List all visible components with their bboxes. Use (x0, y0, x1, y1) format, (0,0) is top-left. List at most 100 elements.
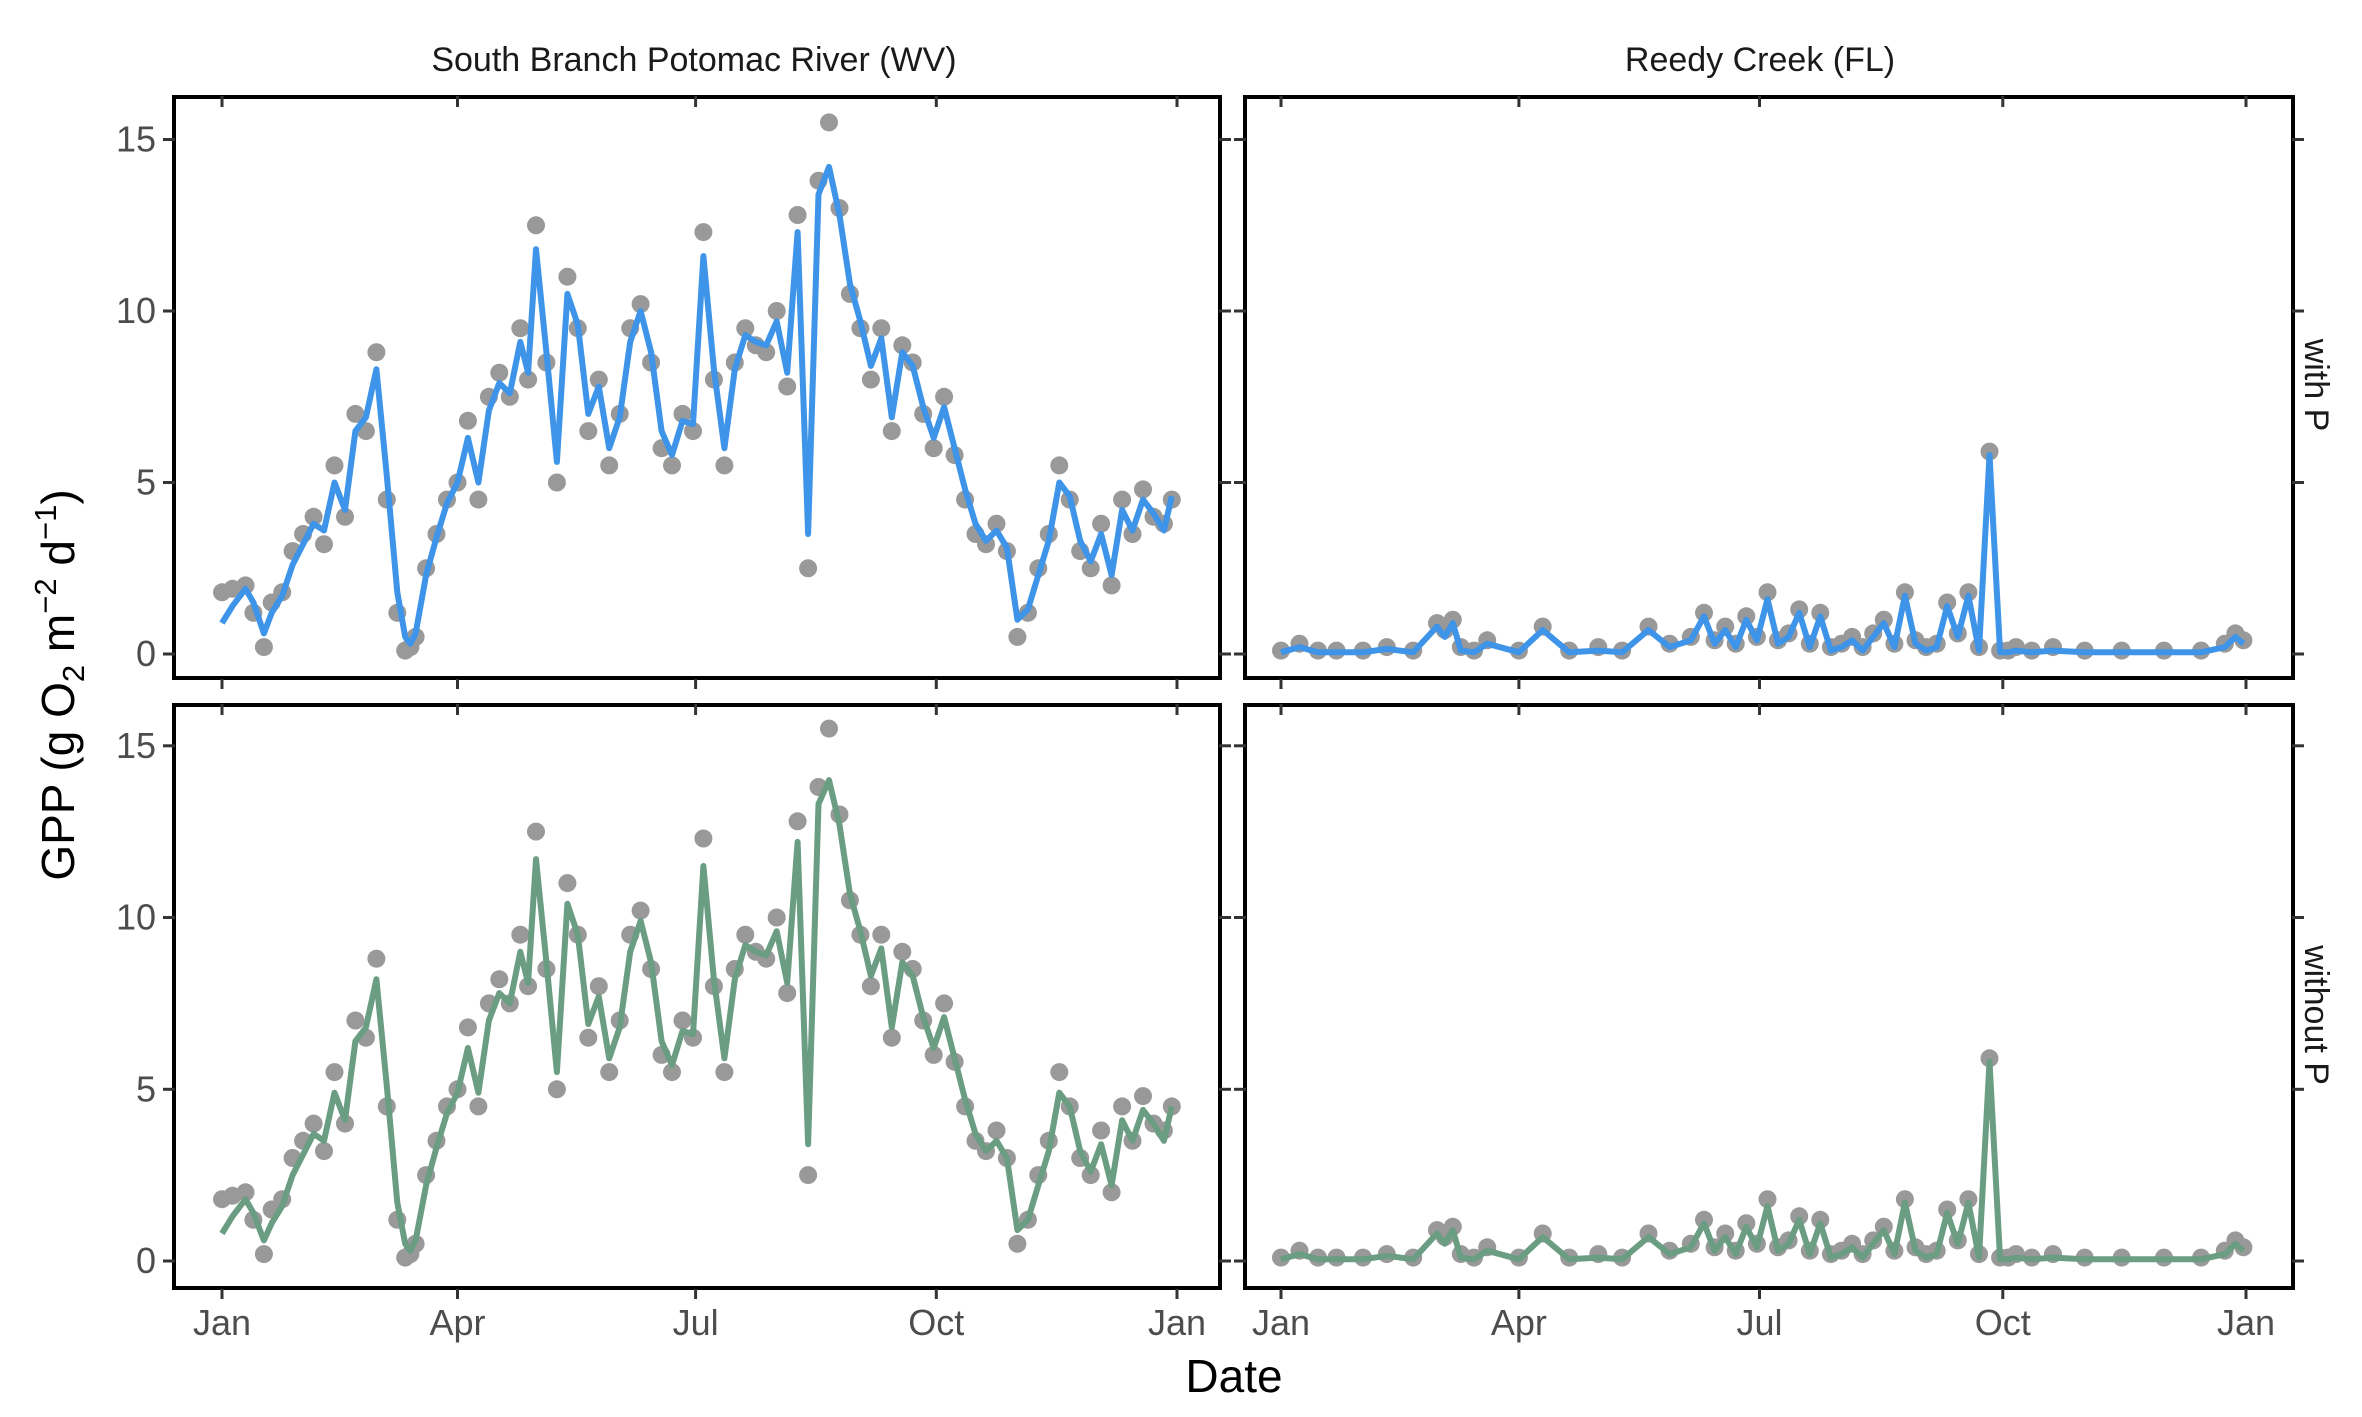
x-tick-label: Apr (1491, 1302, 1547, 1343)
observed-point (663, 456, 681, 475)
observed-point (1102, 1183, 1121, 1202)
observed-point (631, 901, 650, 920)
y-tick-label: 0 (136, 633, 156, 674)
observed-point (872, 319, 891, 338)
observed-point (315, 1142, 333, 1161)
observed-point (519, 370, 538, 389)
observed-point (547, 473, 566, 492)
observed-point (1980, 1049, 1999, 1068)
model-line-without-p (219, 777, 1175, 1254)
observed-point (924, 439, 943, 458)
observed-point (469, 490, 488, 509)
observed-point (458, 1018, 477, 1037)
observed-point (1050, 456, 1069, 475)
observed-point (1081, 559, 1100, 578)
observed-point (935, 994, 954, 1013)
observed-point (1008, 627, 1027, 646)
x-tick-label: Jul (1736, 1302, 1782, 1343)
observed-point (799, 1166, 818, 1185)
x-tick-label: Oct (908, 1302, 964, 1343)
observed-point (987, 514, 1006, 533)
observed-point (893, 336, 912, 355)
observed-point (935, 387, 954, 406)
observed-point (1959, 583, 1978, 602)
panel-reedy-creek-with-p (1234, 95, 2304, 689)
observed-point (663, 1063, 681, 1082)
observed-point (1790, 1207, 1809, 1226)
x-tick-label: Jul (673, 1302, 719, 1343)
observed-point (694, 223, 713, 242)
x-tick-label: Jan (2217, 1302, 2275, 1343)
model-line-with-p (1280, 452, 2246, 656)
observed-point (757, 343, 776, 362)
observed-point (558, 874, 577, 893)
observed-point (736, 319, 755, 338)
panel-border (1243, 703, 2295, 1290)
observed-point (1123, 525, 1142, 543)
y-tick-label: 15 (116, 119, 156, 160)
observed-point (1895, 583, 1914, 602)
strip-label-reedy-creek: Reedy Creek (FL) (1625, 41, 1895, 79)
observed-point (924, 1045, 943, 1064)
observed-point (527, 216, 545, 235)
observed-point (1938, 593, 1957, 612)
observed-point (987, 1121, 1006, 1140)
x-tick-label: Jan (193, 1302, 251, 1343)
x-tick-label: Jan (1148, 1302, 1206, 1343)
observed-point (1980, 442, 1999, 461)
observed-point (1695, 603, 1713, 622)
y-tick-label: 10 (116, 897, 156, 938)
observed-point (1008, 1234, 1027, 1253)
observed-point (1113, 1097, 1132, 1116)
observed-point (861, 977, 880, 996)
observed-point (254, 638, 273, 657)
observed-point (1695, 1210, 1713, 1229)
observed-point (579, 422, 598, 441)
observed-point (736, 925, 755, 944)
y-axis-title: GPP (g O2 m−2 d−1) (28, 489, 91, 880)
observed-point (882, 1028, 901, 1047)
observed-point (1938, 1200, 1957, 1219)
observed-point (304, 507, 323, 526)
observed-point (236, 1183, 255, 1202)
model-line-without-p (1280, 1058, 2246, 1263)
observed-point (346, 404, 365, 423)
observed-point (1443, 1217, 1462, 1236)
observed-point (1758, 1190, 1777, 1209)
observed-point (254, 1245, 273, 1264)
observed-point (799, 559, 818, 578)
x-tick-label: Apr (429, 1302, 485, 1343)
observed-point (325, 1063, 344, 1082)
observed-point (715, 1063, 734, 1082)
panel-south-branch-without-p: 0 5 10 15 Jan Apr Jul Oct Jan (116, 703, 1231, 1343)
observed-point (861, 370, 880, 389)
observed-point (519, 977, 538, 996)
observed-point (1443, 610, 1462, 629)
panel-south-branch-with-p: 0 5 10 15 (116, 95, 1231, 689)
observed-point (893, 942, 912, 961)
observed-point (527, 822, 545, 841)
observed-point (820, 719, 838, 738)
observed-point (1811, 603, 1830, 622)
panel-border (1243, 95, 2295, 680)
observed-point (1134, 1087, 1152, 1106)
y-tick-label: 0 (136, 1240, 156, 1281)
observed-point (715, 456, 734, 475)
observed-point (1081, 1166, 1100, 1185)
observed-point (1758, 583, 1777, 602)
x-axis-title: Date (1185, 1350, 1282, 1402)
observed-point (1102, 576, 1121, 595)
panel-reedy-creek-without-p: Jan Apr Jul Oct Jan (1234, 703, 2304, 1343)
observed-point (1113, 490, 1132, 509)
observed-point (1737, 607, 1756, 626)
observed-point (767, 908, 786, 927)
observed-point (600, 456, 619, 475)
observed-point (325, 456, 344, 475)
observed-point (490, 363, 509, 382)
observed-point (872, 925, 891, 944)
observed-point (820, 113, 838, 132)
x-tick-label: Oct (1975, 1302, 2031, 1343)
